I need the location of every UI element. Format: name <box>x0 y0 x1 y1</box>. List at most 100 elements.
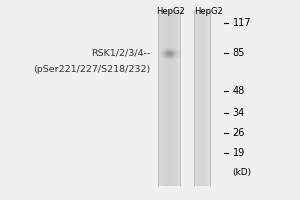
Bar <box>160 50 161 51</box>
Bar <box>177 58 178 59</box>
Bar <box>170 56 171 57</box>
Bar <box>174 59 175 60</box>
Bar <box>159 53 160 54</box>
Bar <box>166 54 167 55</box>
Bar <box>166 51 167 52</box>
Bar <box>163 58 164 59</box>
Bar <box>172 55 173 56</box>
Bar <box>179 51 180 52</box>
Bar <box>160 54 161 55</box>
Bar <box>175 54 176 55</box>
Bar <box>173 51 174 52</box>
Bar <box>177 55 178 56</box>
Bar <box>168 49 169 50</box>
Bar <box>167 56 168 57</box>
Bar <box>171 55 172 56</box>
Bar <box>169 53 170 54</box>
Bar <box>159 47 160 48</box>
Bar <box>171 53 172 54</box>
Bar <box>170 57 171 58</box>
Bar <box>165 50 166 51</box>
Bar <box>160 47 161 48</box>
Bar <box>173 55 174 56</box>
Bar <box>160 58 161 59</box>
Bar <box>169 52 170 53</box>
Bar <box>164 56 165 57</box>
Bar <box>175 52 176 53</box>
Bar <box>158 57 159 58</box>
Text: 26: 26 <box>233 128 245 138</box>
Bar <box>169 55 170 56</box>
Bar <box>171 52 172 53</box>
Bar <box>178 52 179 53</box>
Text: 85: 85 <box>233 48 245 58</box>
Bar <box>172 56 173 57</box>
Bar <box>166 58 167 59</box>
Bar <box>175 47 176 48</box>
Bar <box>162 58 163 59</box>
Bar <box>162 54 163 55</box>
Bar <box>161 58 162 59</box>
Bar <box>168 58 169 59</box>
Bar <box>169 49 170 50</box>
Bar <box>175 53 176 54</box>
Bar <box>179 49 180 50</box>
Bar <box>168 59 169 60</box>
Bar <box>171 49 172 50</box>
Bar <box>177 57 178 58</box>
Bar <box>176 58 177 59</box>
Bar <box>165 47 166 48</box>
Bar <box>163 53 164 54</box>
Bar <box>168 53 169 54</box>
Bar <box>162 53 163 54</box>
Bar <box>172 59 173 60</box>
Bar <box>176 50 177 51</box>
Bar <box>172 54 173 55</box>
Bar <box>171 58 172 59</box>
Bar <box>166 56 167 57</box>
Bar <box>161 54 162 55</box>
Bar <box>160 55 161 56</box>
Bar <box>167 55 168 56</box>
Bar <box>176 53 177 54</box>
Bar <box>168 54 169 55</box>
Bar <box>178 51 179 52</box>
Bar <box>160 59 161 60</box>
Bar <box>176 54 177 55</box>
Bar <box>166 53 167 54</box>
Bar <box>172 48 173 49</box>
Bar <box>173 58 174 59</box>
Bar <box>161 56 162 57</box>
Bar <box>160 51 161 52</box>
Bar <box>170 47 171 48</box>
Bar <box>172 53 173 54</box>
Bar <box>164 58 165 59</box>
Bar <box>176 49 177 50</box>
Bar <box>178 58 179 59</box>
Bar <box>166 57 167 58</box>
Bar <box>159 51 160 52</box>
Bar <box>173 47 174 48</box>
Text: 117: 117 <box>233 18 251 28</box>
Bar <box>164 51 165 52</box>
Bar <box>161 55 162 56</box>
Bar <box>167 52 168 53</box>
Bar <box>179 54 180 55</box>
Bar <box>171 50 172 51</box>
Bar <box>166 55 167 56</box>
Bar <box>164 55 165 56</box>
Bar <box>176 52 177 53</box>
Bar <box>172 57 173 58</box>
Bar <box>164 47 165 48</box>
Bar <box>169 59 170 60</box>
Bar <box>165 58 166 59</box>
Bar <box>166 59 167 60</box>
Bar <box>174 56 175 57</box>
Bar <box>158 49 159 50</box>
Bar <box>175 51 176 52</box>
Bar <box>163 49 164 50</box>
Bar <box>176 47 177 48</box>
Bar <box>173 56 174 57</box>
Bar <box>159 49 160 50</box>
Bar <box>167 47 168 48</box>
